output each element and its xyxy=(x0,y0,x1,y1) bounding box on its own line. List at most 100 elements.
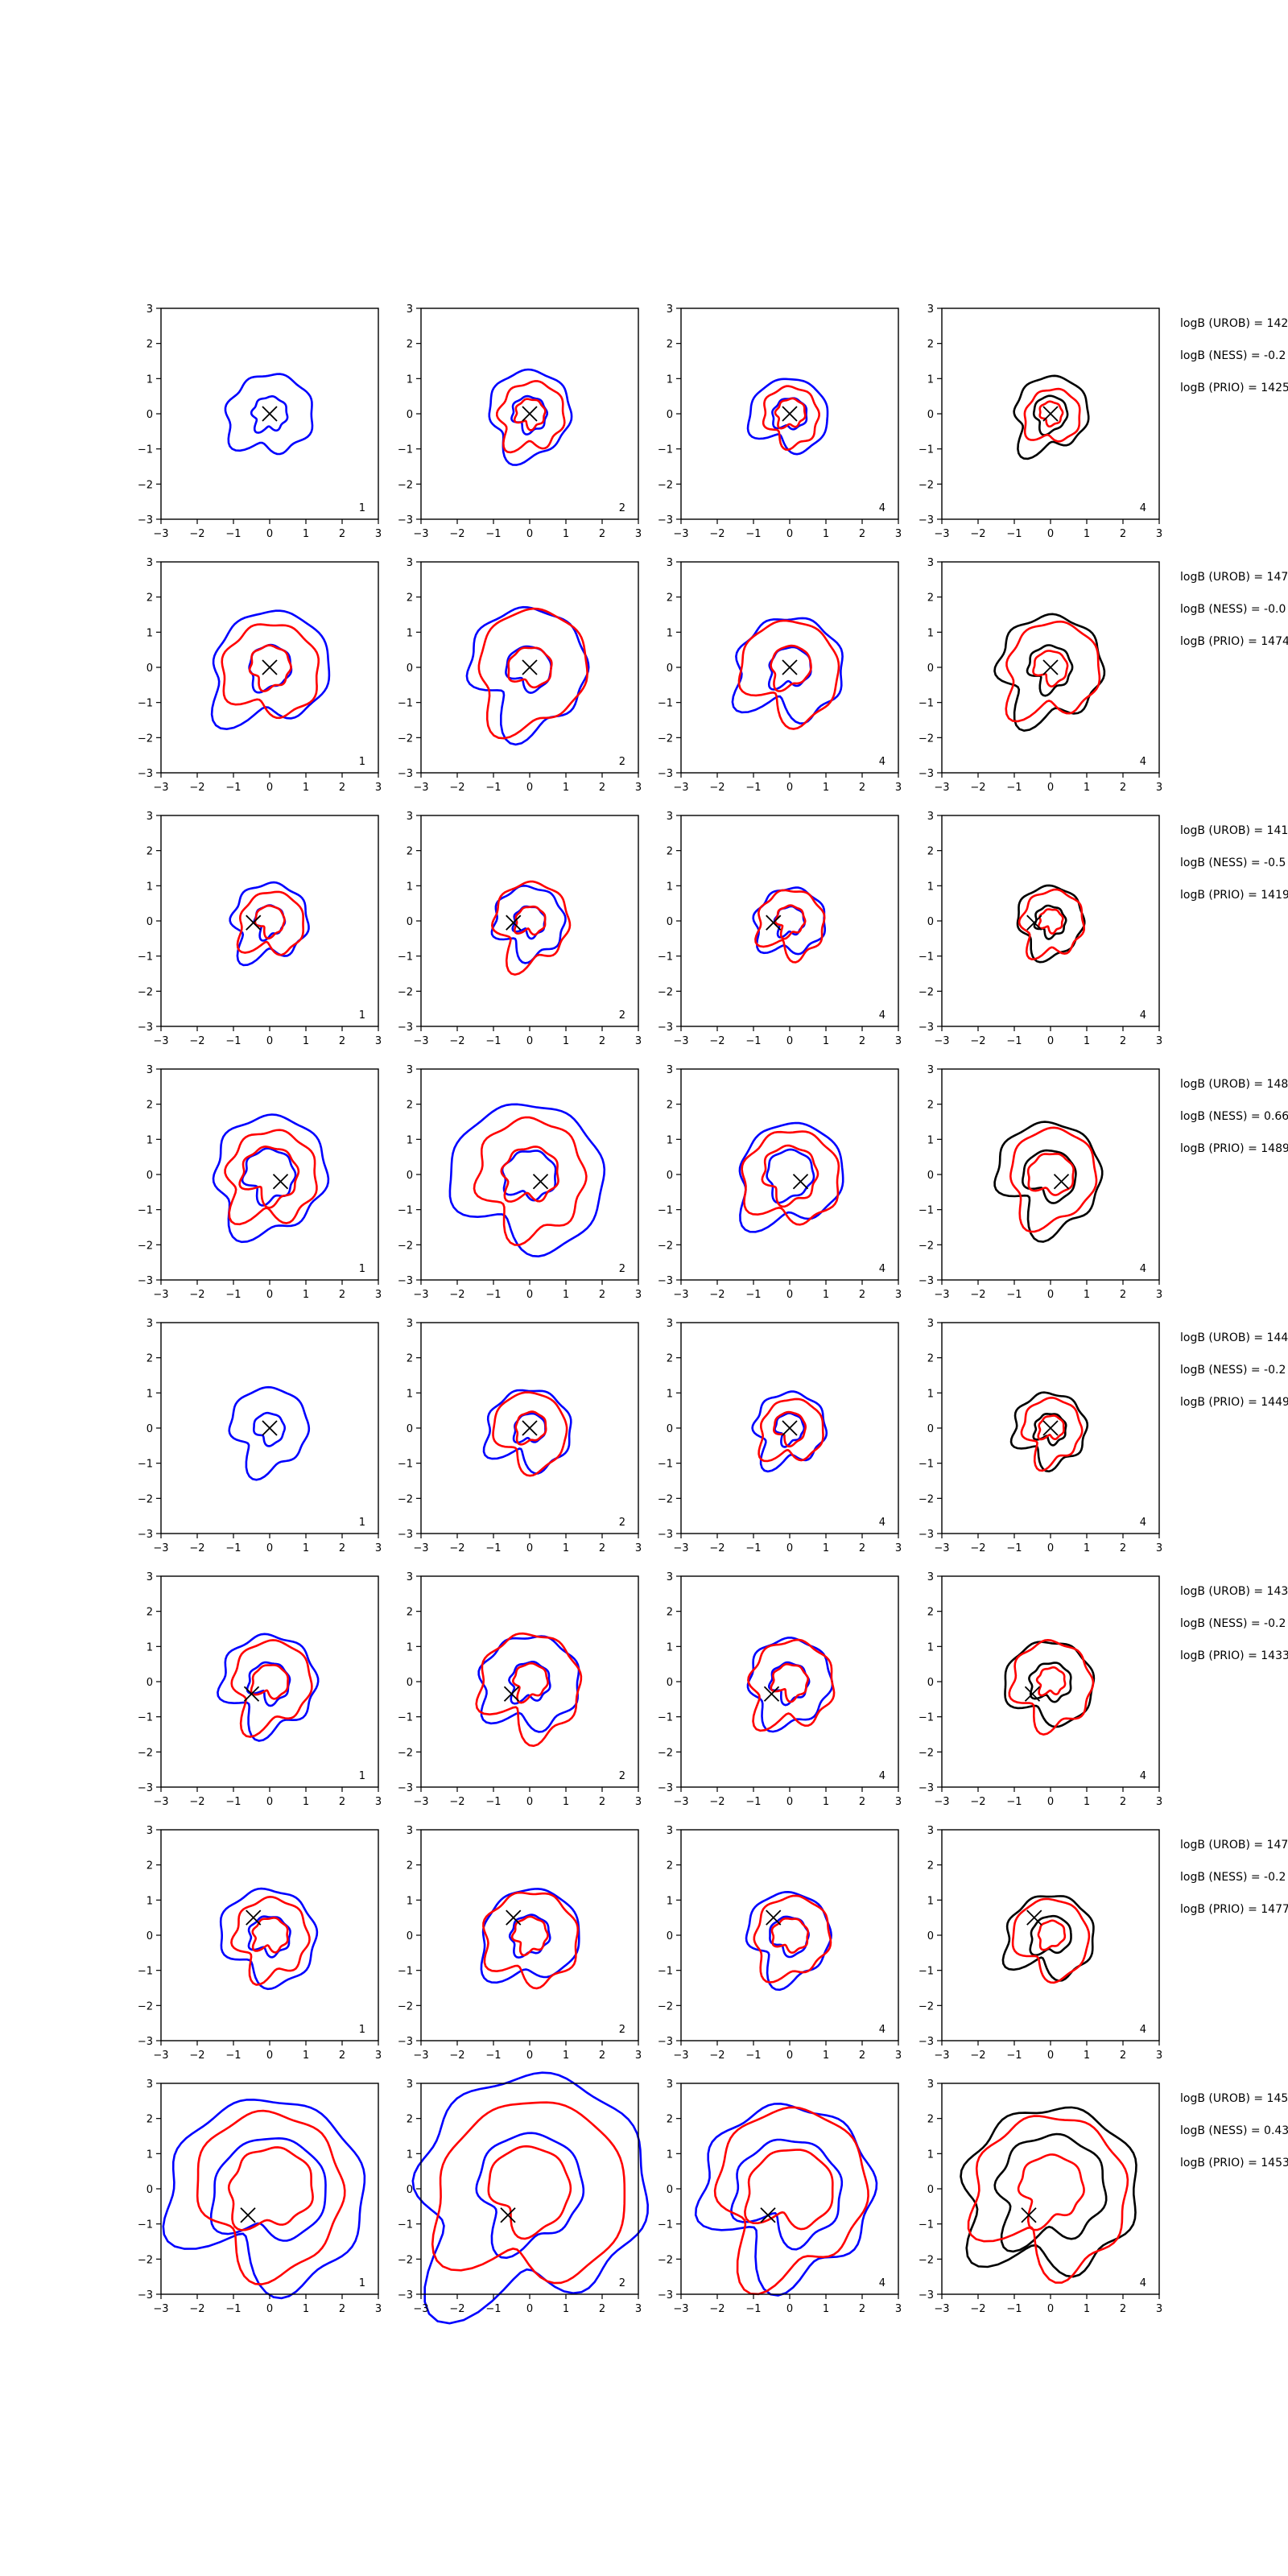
x-tick-label: 2 xyxy=(339,1796,345,1808)
y-tick-label: −2 xyxy=(658,1240,673,1252)
bayes-factor-annotation: logB (UROB) = 143 xyxy=(1180,1585,1288,1598)
panel-label: 2 xyxy=(619,2024,625,2036)
inner-contour xyxy=(250,395,289,434)
y-tick-label: −1 xyxy=(658,1966,673,1978)
inner-contour xyxy=(241,1147,297,1207)
panel-label: 1 xyxy=(359,2024,365,2036)
y-tick-label: 3 xyxy=(667,557,673,569)
y-tick-label: −1 xyxy=(138,444,153,456)
axes-frame xyxy=(160,815,379,1027)
panel: −3−3 −2 −2 −1 −1 0 0 1 1 2 2 3 3 4 xyxy=(919,303,1162,540)
x-tick-label: 2 xyxy=(339,1542,345,1554)
outer-contour xyxy=(488,368,573,466)
x-tick-label: 3 xyxy=(1156,2303,1162,2315)
panel-label: 4 xyxy=(879,1009,886,1022)
x-tick-label: 3 xyxy=(375,1035,382,1047)
y-tick-label: 3 xyxy=(407,1318,413,1330)
x-tick-label: 1 xyxy=(1084,528,1090,540)
x-tick-label: −3 xyxy=(673,1289,688,1301)
x-tick-label: −2 xyxy=(449,1035,464,1047)
outer-contour xyxy=(490,884,567,964)
panel: −3−3 −2 −2 −1 −1 0 0 1 1 2 2 3 3 2 xyxy=(398,1825,642,2062)
x-tick-label: −1 xyxy=(745,528,761,540)
x-tick-label: −1 xyxy=(485,1289,501,1301)
x-tick-label: 2 xyxy=(859,2303,865,2315)
x-tick-label: 1 xyxy=(303,1289,309,1301)
x-tick-label: −1 xyxy=(745,2050,761,2062)
y-tick-label: −3 xyxy=(919,1275,934,1287)
red-inner-contour xyxy=(761,1144,819,1208)
marker-x xyxy=(503,1686,520,1702)
red-outer-contour xyxy=(753,1894,832,1984)
x-tick-label: −1 xyxy=(1006,1035,1022,1047)
y-tick-label: 0 xyxy=(927,1930,934,1942)
x-tick-label: −3 xyxy=(153,1035,168,1047)
bayes-factor-annotation: logB (NESS) = -0.5 xyxy=(1180,857,1286,869)
marker-x xyxy=(1026,914,1042,931)
x-tick-label: −2 xyxy=(449,1289,464,1301)
y-tick-label: −1 xyxy=(138,698,153,710)
y-tick-label: 1 xyxy=(927,1895,934,1907)
y-tick-label: −1 xyxy=(919,952,934,964)
y-tick-label: −1 xyxy=(398,2219,413,2231)
x-tick-label: −3 xyxy=(413,1542,428,1554)
panel: −3−3 −2 −2 −1 −1 0 0 1 1 2 2 3 3 4 xyxy=(658,1825,902,2062)
y-tick-label: −3 xyxy=(138,1022,153,1034)
y-tick-label: 1 xyxy=(667,1641,673,1653)
red-outer-contour xyxy=(492,1391,568,1477)
x-tick-label: −1 xyxy=(485,1796,501,1808)
red-outer-contour xyxy=(196,2109,346,2285)
y-tick-label: 3 xyxy=(667,1064,673,1076)
x-tick-label: −3 xyxy=(153,1289,168,1301)
marker-x xyxy=(246,1909,262,1926)
y-tick-label: −3 xyxy=(398,2036,413,2048)
y-tick-label: 3 xyxy=(147,811,153,823)
y-tick-label: −2 xyxy=(398,2254,413,2266)
y-tick-label: −2 xyxy=(398,1493,413,1505)
y-tick-label: −1 xyxy=(919,1459,934,1471)
y-tick-label: 2 xyxy=(667,1607,673,1619)
outer-contour xyxy=(752,886,826,956)
y-tick-label: 1 xyxy=(667,1134,673,1146)
red-outer-contour xyxy=(967,2115,1129,2284)
panel-label: 4 xyxy=(1140,1517,1146,1529)
y-tick-label: 3 xyxy=(407,811,413,823)
y-tick-label: 3 xyxy=(927,1825,934,1837)
x-tick-label: 1 xyxy=(563,2303,569,2315)
x-tick-label: −3 xyxy=(413,782,428,794)
y-tick-label: 0 xyxy=(667,2184,673,2196)
axes-frame xyxy=(941,815,1160,1027)
panel: −3−3 −2 −2 −1 −1 0 0 1 1 2 2 3 3 2 xyxy=(398,1571,642,1808)
axes-frame xyxy=(420,1575,639,1788)
y-tick-label: 3 xyxy=(147,1318,153,1330)
marker-x xyxy=(760,2207,776,2223)
inner-contour xyxy=(766,1148,815,1204)
y-tick-label: 3 xyxy=(147,1571,153,1583)
bayes-factor-annotation: logB (UROB) = 147 xyxy=(1180,571,1288,584)
x-tick-label: 3 xyxy=(635,1289,642,1301)
y-tick-label: 0 xyxy=(147,1930,153,1942)
y-tick-label: −3 xyxy=(138,1782,153,1794)
x-tick-label: −2 xyxy=(189,2050,204,2062)
x-tick-label: −1 xyxy=(1006,1289,1022,1301)
red-inner-contour xyxy=(770,1663,810,1703)
red-inner-contour xyxy=(744,2149,834,2231)
outer-contour xyxy=(162,2098,366,2300)
panel: −3−3 −2 −2 −1 −1 0 0 1 1 2 2 3 3 4 xyxy=(658,2079,902,2315)
y-tick-label: −2 xyxy=(138,1747,153,1759)
x-tick-label: −3 xyxy=(673,528,688,540)
x-tick-label: −1 xyxy=(745,2303,761,2315)
x-tick-label: 0 xyxy=(526,528,533,540)
y-tick-label: 0 xyxy=(667,663,673,675)
y-tick-label: −2 xyxy=(658,733,673,745)
axes-frame xyxy=(160,2083,379,2295)
bayes-factor-annotation: logB (NESS) = 0.66 xyxy=(1180,1110,1288,1123)
red-inner-contour xyxy=(774,904,807,940)
y-tick-label: 1 xyxy=(147,627,153,639)
marker-x xyxy=(792,1174,809,1190)
y-tick-label: 3 xyxy=(667,1571,673,1583)
red-inner-contour xyxy=(774,397,807,430)
x-tick-label: −3 xyxy=(153,782,168,794)
y-tick-label: 2 xyxy=(927,846,934,858)
y-tick-label: −3 xyxy=(138,768,153,780)
